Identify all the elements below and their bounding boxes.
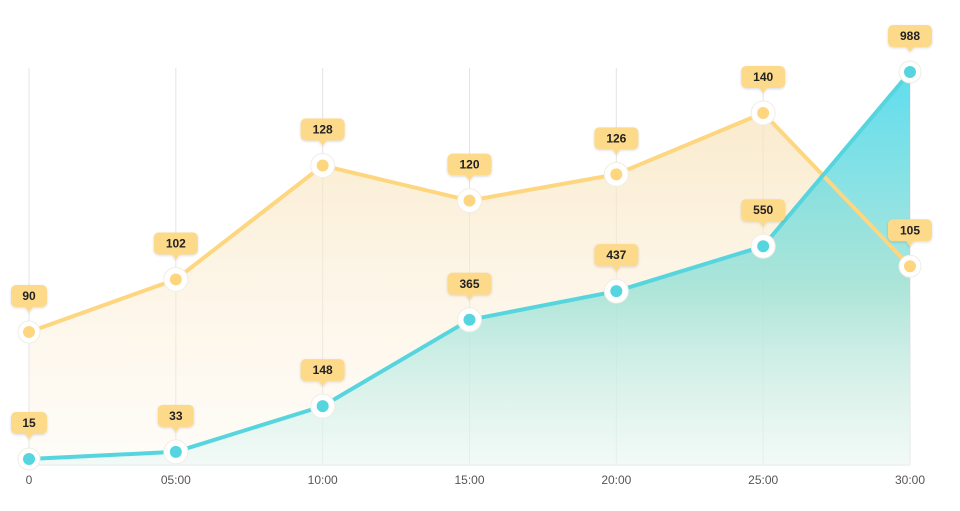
teal-data-label-box-1 (157, 404, 194, 427)
teal-point-1[interactable] (169, 445, 182, 458)
yellow-data-label-pointer-1 (171, 254, 180, 260)
teal-point-6[interactable] (904, 66, 916, 78)
teal-data-label-box-6 (888, 25, 932, 47)
teal-data-label-5: 550 (741, 199, 786, 227)
teal-data-label-2: 148 (300, 359, 345, 387)
teal-data-label-pointer-6 (906, 47, 914, 52)
teal-data-label-pointer-2 (318, 381, 327, 387)
yellow-data-label-box-1 (153, 232, 198, 255)
yellow-data-label-pointer-0 (25, 307, 33, 312)
teal-data-label-text-6: 988 (900, 29, 920, 43)
teal-data-label-text-4: 437 (606, 248, 626, 262)
teal-point-0[interactable] (23, 453, 35, 465)
teal-data-label-text-5: 550 (753, 203, 773, 217)
teal-series-area (29, 72, 910, 465)
yellow-data-label-pointer-2 (318, 140, 327, 146)
yellow-data-label-text-4: 126 (606, 131, 626, 145)
teal-data-label-pointer-4 (612, 266, 621, 272)
teal-point-2[interactable] (316, 400, 329, 413)
yellow-data-label-6: 105 (888, 219, 932, 247)
teal-point-3[interactable] (463, 313, 476, 326)
teal-data-label-pointer-5 (759, 221, 768, 227)
teal-data-label-box-2 (300, 359, 345, 382)
teal-data-label-4: 437 (594, 244, 639, 272)
yellow-data-label-2: 128 (300, 118, 345, 146)
yellow-data-label-text-3: 120 (459, 158, 479, 172)
teal-data-label-6: 988 (888, 25, 932, 52)
x-tick-label-3: 15:00 (454, 473, 484, 487)
yellow-data-label-box-3 (447, 153, 492, 176)
yellow-data-label-5: 140 (741, 66, 786, 93)
yellow-data-label-1: 102 (153, 232, 198, 260)
yellow-data-label-text-5: 140 (753, 70, 773, 84)
yellow-point-2[interactable] (316, 159, 329, 172)
data-labels: 90 102 128 120 126 140 105 15 33 148 365 437 550 988 (11, 25, 932, 439)
teal-data-label-pointer-0 (25, 434, 33, 439)
yellow-data-label-0: 90 (11, 285, 47, 312)
yellow-data-label-box-2 (300, 118, 345, 141)
x-tick-label-2: 10:00 (308, 473, 338, 487)
teal-data-label-box-4 (594, 244, 639, 267)
x-tick-label-0: 0 (26, 473, 33, 487)
yellow-data-label-box-5 (741, 66, 786, 88)
series-points (17, 60, 922, 471)
yellow-data-label-text-1: 102 (166, 236, 186, 250)
yellow-data-label-box-4 (594, 127, 639, 150)
teal-data-label-pointer-3 (465, 294, 474, 300)
teal-data-label-box-3 (447, 272, 492, 295)
teal-data-label-1: 33 (157, 404, 194, 432)
yellow-data-label-pointer-4 (612, 149, 621, 155)
yellow-data-label-3: 120 (447, 153, 492, 181)
yellow-data-label-pointer-6 (906, 241, 914, 247)
yellow-point-0[interactable] (23, 326, 35, 338)
teal-point-5[interactable] (757, 240, 770, 253)
yellow-data-label-box-6 (888, 219, 932, 242)
yellow-data-label-box-0 (11, 285, 47, 307)
x-tick-label-1: 05:00 (161, 473, 191, 487)
x-tick-label-5: 25:00 (748, 473, 778, 487)
yellow-data-label-text-2: 128 (313, 123, 333, 137)
yellow-data-label-text-0: 90 (22, 289, 36, 303)
teal-data-label-text-3: 365 (459, 277, 479, 291)
yellow-data-label-4: 126 (594, 127, 639, 155)
x-axis-ticks: 0 05:00 10:00 15:00 20:00 25:00 30:00 (26, 473, 926, 487)
teal-data-label-0: 15 (11, 412, 47, 439)
yellow-data-label-text-6: 105 (900, 223, 920, 237)
teal-data-label-box-5 (741, 199, 786, 222)
yellow-data-label-pointer-5 (759, 88, 768, 93)
yellow-point-5[interactable] (757, 107, 770, 119)
yellow-point-1[interactable] (169, 273, 182, 286)
yellow-point-3[interactable] (463, 194, 476, 207)
yellow-data-label-pointer-3 (465, 175, 474, 181)
x-tick-label-6: 30:00 (895, 473, 925, 487)
x-tick-label-4: 20:00 (601, 473, 631, 487)
teal-data-label-text-2: 148 (313, 363, 333, 377)
teal-data-label-text-1: 33 (169, 409, 183, 423)
teal-point-4[interactable] (610, 285, 623, 298)
teal-data-label-3: 365 (447, 272, 492, 300)
teal-data-label-pointer-1 (171, 426, 180, 432)
yellow-point-4[interactable] (610, 168, 623, 181)
yellow-point-6[interactable] (904, 260, 916, 273)
teal-data-label-text-0: 15 (22, 416, 36, 430)
teal-data-label-box-0 (11, 412, 47, 434)
